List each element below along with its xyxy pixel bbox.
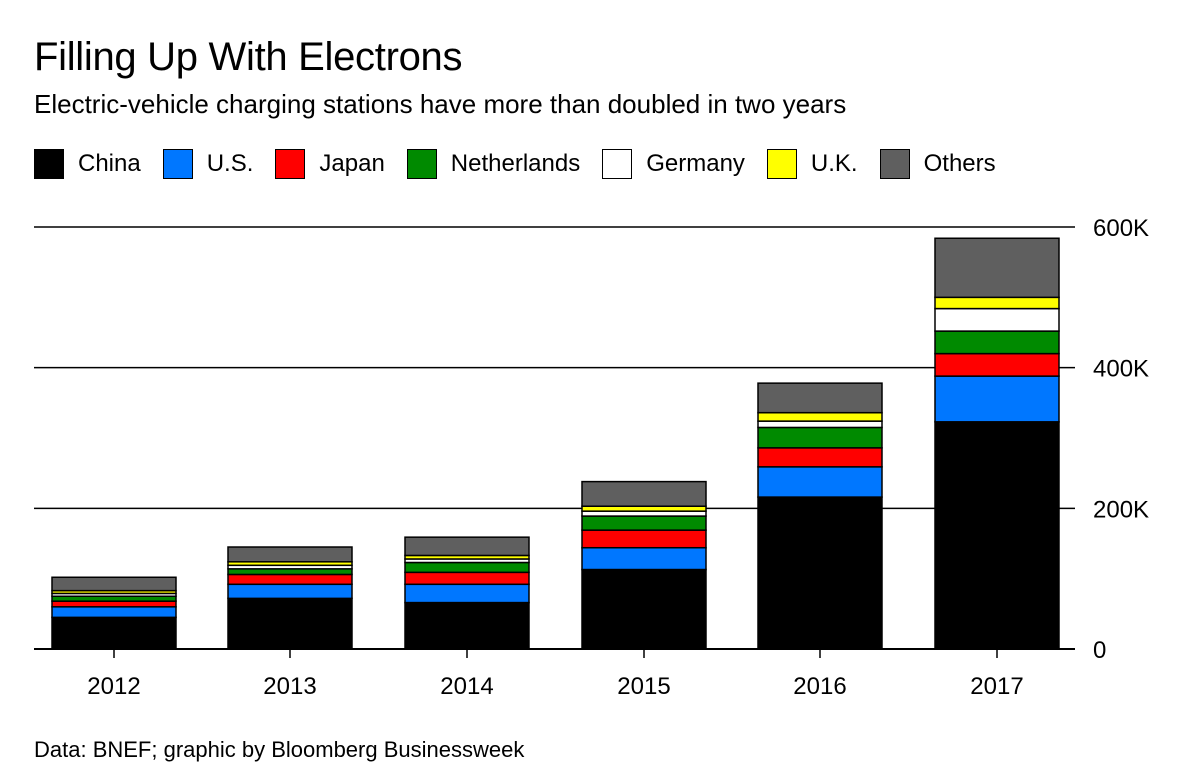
legend-swatch-others [879, 149, 910, 179]
y-tick-label-200k: 200K [1093, 496, 1149, 523]
legend-label-us: U.S. [206, 150, 254, 177]
bar-segment-2012-china [51, 616, 177, 650]
bar-segment-2016-china [757, 496, 883, 650]
bar-segment-2017-others [934, 237, 1060, 299]
x-tick-label-2015: 2015 [617, 673, 670, 700]
bar-segment-2017-netherlands [934, 330, 1060, 355]
bar-segment-2015-japan [581, 529, 707, 549]
legend-swatch-netherlands [406, 149, 437, 179]
x-tick-label-2013: 2013 [263, 673, 316, 700]
bar-segment-2012-us [51, 606, 177, 619]
legend-swatch-germany [602, 149, 633, 179]
legend-label-china: China [78, 150, 141, 177]
bar-segment-2014-netherlands [404, 561, 530, 574]
legend-item-china: China [34, 149, 141, 179]
legend-item-netherlands: Netherlands [406, 149, 581, 179]
bar-segment-2016-germany [757, 420, 883, 429]
bar-segment-2015-others [581, 480, 707, 507]
legend-swatch-japan [275, 149, 306, 179]
bar-segment-2013-us [227, 583, 353, 600]
bar-segment-2017-us [934, 375, 1060, 423]
y-tick-label-600k: 600K [1093, 215, 1149, 242]
bar-segment-2016-others [757, 382, 883, 414]
bar-segment-2013-japan [227, 573, 353, 586]
source-note: Data: BNEF; graphic by Bloomberg Busines… [34, 737, 525, 762]
bar-segment-2017-uk [934, 296, 1060, 310]
legend-label-japan: Japan [319, 150, 385, 177]
bar-segment-2014-us [404, 583, 530, 604]
legend-label-germany: Germany [646, 150, 745, 177]
bar-segment-2016-uk [757, 411, 883, 422]
legend-swatch-us [162, 149, 193, 179]
legend-label-uk: U.K. [810, 150, 858, 177]
bar-segment-2012-others [51, 576, 177, 592]
legend-swatch-china [34, 149, 64, 179]
x-tick-label-2012: 2012 [87, 673, 140, 700]
bar-segment-2017-china [934, 421, 1060, 650]
bar-segment-2017-germany [934, 307, 1060, 332]
legend-swatch-uk [766, 149, 797, 179]
x-tick-label-2016: 2016 [793, 673, 846, 700]
bar-segment-2017-japan [934, 352, 1060, 377]
bar-segment-2014-others [404, 536, 530, 557]
legend-item-uk: U.K. [766, 149, 858, 179]
chart-subtitle: Electric-vehicle charging stations have … [34, 89, 847, 119]
y-tick-label-400k: 400K [1093, 356, 1149, 383]
bar-segment-2013-netherlands [227, 568, 353, 576]
legend: China U.S. Japan Netherlands Germany U.K… [34, 146, 1018, 182]
legend-item-japan: Japan [275, 149, 385, 179]
legend-label-others: Others [923, 150, 996, 177]
x-tick-label-2017: 2017 [970, 673, 1023, 700]
chart-title: Filling Up With Electrons [34, 35, 463, 79]
legend-item-others: Others [879, 149, 996, 179]
bar-segment-2016-us [757, 466, 883, 498]
bar-segment-2015-us [581, 546, 707, 571]
bar-segment-2016-netherlands [757, 426, 883, 449]
x-tick-label-2014: 2014 [440, 673, 493, 700]
legend-item-germany: Germany [602, 149, 745, 179]
bar-segment-2015-netherlands [581, 515, 707, 531]
bar-segment-2015-china [581, 568, 707, 650]
bar-segment-2014-japan [404, 571, 530, 586]
bar-segment-2013-china [227, 597, 353, 650]
bar-segment-2013-others [227, 546, 353, 563]
legend-item-us: U.S. [162, 149, 254, 179]
legend-label-netherlands: Netherlands [450, 150, 581, 177]
bar-segment-2016-japan [757, 447, 883, 468]
bar-segment-2014-china [404, 601, 530, 650]
y-tick-label-0: 0 [1093, 637, 1106, 664]
bar-segment-2012-japan [51, 600, 177, 608]
